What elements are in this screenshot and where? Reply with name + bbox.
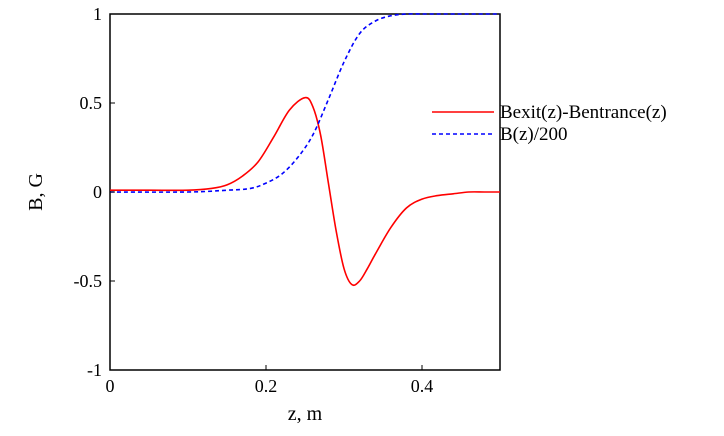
x-tick-label: 0.2 (255, 376, 278, 396)
y-tick-label: 0.5 (80, 93, 103, 113)
y-axis-title: B, G (25, 173, 47, 211)
x-axis-ticks: 0 0.2 0.4 (106, 365, 434, 396)
series-line-1 (109, 13, 500, 193)
y-tick-label: 0 (93, 182, 102, 202)
x-axis-title: z, m (288, 403, 323, 425)
x-tick-label: 0.4 (411, 376, 434, 396)
y-axis-ticks: 1 0.5 0 -0.5 -1 (74, 4, 115, 380)
series-layer (109, 13, 500, 287)
legend-label-0: Bexit(z)-Bentrance(z) (500, 102, 667, 123)
x-tick-label: 0 (106, 376, 115, 396)
y-tick-label: -1 (87, 360, 102, 380)
y-tick-label: -0.5 (74, 271, 103, 291)
legend-label-1: B(z)/200 (500, 124, 568, 145)
series-line-0 (109, 96, 500, 287)
y-tick-label: 1 (93, 4, 102, 24)
legend: Bexit(z)-Bentrance(z)B(z)/200 (432, 102, 667, 145)
